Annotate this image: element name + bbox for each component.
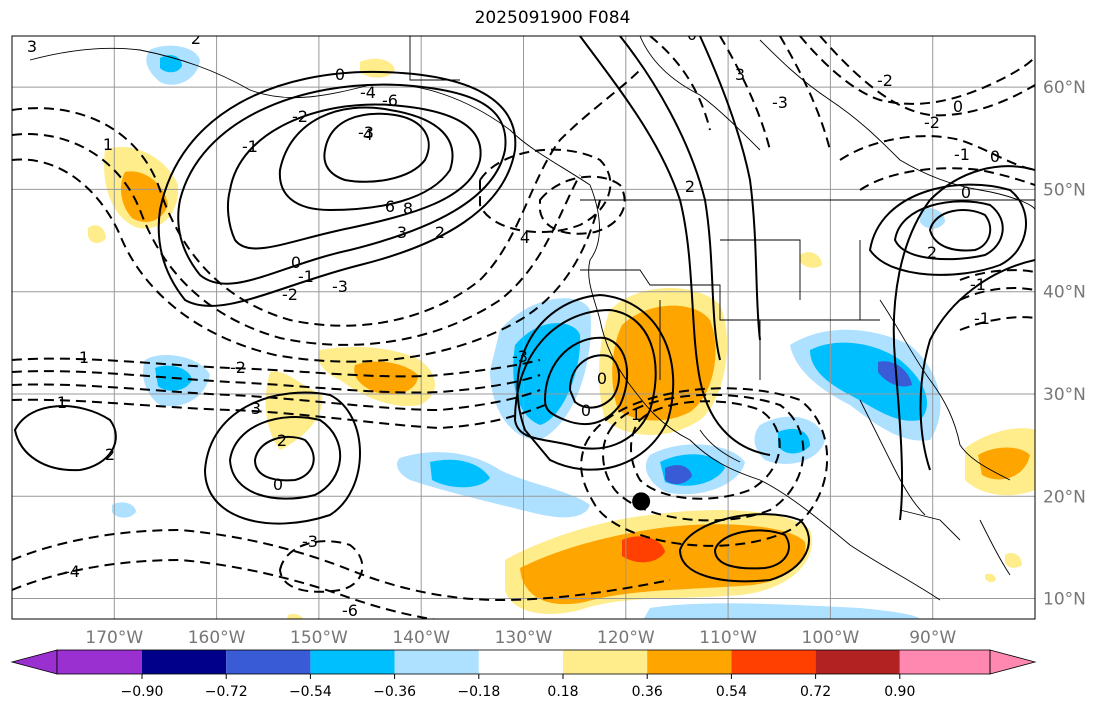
colorbar-tick-label: −0.18: [457, 684, 500, 700]
coastlines: [29, 36, 1035, 601]
latitude-tick-label: 60°N: [1043, 78, 1086, 98]
colorbar-swatch: [57, 650, 142, 674]
colorbar-tick-label: −0.54: [289, 684, 332, 700]
contour-label: -1: [974, 309, 990, 328]
contour-label: -3: [772, 93, 788, 112]
anomaly-shading: [88, 45, 1035, 619]
longitude-tick-label: 150°W: [290, 628, 348, 648]
contour-label: 1: [57, 393, 67, 412]
contour-label: 8: [403, 199, 413, 218]
contour-label: -6: [382, 91, 398, 110]
longitude-tick-label: 90°W: [909, 628, 956, 648]
contour-label: 4: [363, 125, 373, 144]
contour-label: 1: [631, 405, 641, 424]
colorbar-swatch: [142, 650, 227, 674]
colorbar-swatch: [394, 650, 479, 674]
contour-label: 0: [597, 369, 607, 388]
contour-label: -4: [64, 562, 80, 581]
contour-label: -2: [230, 358, 246, 377]
map-title: 2025091900 F084: [474, 8, 631, 28]
longitude-labels: 170°W 160°W 150°W 140°W 130°W 120°W 110°W 100°W…: [85, 628, 956, 648]
colorbar-swatch: [226, 650, 311, 674]
contour-label: -2: [282, 285, 298, 304]
latitude-tick-label: 10°N: [1043, 590, 1086, 610]
contour-label: 4: [520, 228, 530, 247]
latitude-tick-label: 50°N: [1043, 180, 1086, 200]
contour-label: -2: [292, 107, 308, 126]
contour-label: 1: [103, 135, 113, 154]
latitude-labels: 60°N 50°N 40°N 30°N 20°N 10°N: [1043, 78, 1086, 609]
contour-label: -1: [298, 267, 314, 286]
contour-label: 0: [990, 147, 1000, 166]
longitude-tick-label: 160°W: [188, 628, 246, 648]
contour-label: -1: [242, 137, 258, 156]
colorbar-tick-label: −0.72: [205, 684, 248, 700]
contour-label: -1: [970, 275, 986, 294]
colorbar-labels: −0.90 −0.72 −0.54 −0.36 −0.18 0.18 0.36 0.54 0.7…: [121, 674, 915, 700]
contour-label: -2: [924, 113, 940, 132]
colorbar-swatch: [815, 650, 900, 674]
contour-label: -6: [342, 601, 358, 620]
colorbar-swatch: [731, 650, 816, 674]
contour-label: 3: [397, 223, 407, 242]
contour-label: -2: [877, 71, 893, 90]
colorbar-tick-label: −0.90: [121, 684, 164, 700]
colorbar-tick-label: 0.36: [632, 684, 663, 700]
contour-label: 2: [191, 29, 201, 48]
location-marker: [632, 492, 651, 511]
contour-label: 0: [687, 25, 697, 44]
contour-label: 1: [79, 348, 89, 367]
contour-label: -3: [332, 277, 348, 296]
colorbar-tick-label: 0.72: [800, 684, 831, 700]
colorbar-extend-high: [989, 649, 1037, 675]
contour-labels: 3210-1-2-3-4-6468320-1-2-34203-3-20-2-10…: [27, 25, 1000, 620]
contour-label: 2: [105, 445, 115, 464]
colorbar: [10, 649, 1037, 675]
graticule-grid: [12, 36, 1035, 619]
contour-label: 0: [273, 475, 283, 494]
colorbar-swatch: [563, 650, 648, 674]
contour-label: 3: [27, 37, 37, 56]
contour-label: 2: [927, 243, 937, 262]
contour-label: 0: [953, 97, 963, 116]
contour-label: 2: [685, 177, 695, 196]
contour-label: 0: [291, 253, 301, 272]
longitude-tick-label: 170°W: [85, 628, 143, 648]
contour-label: -4: [360, 83, 376, 102]
colorbar-tick-label: 0.90: [884, 684, 915, 700]
contour-label: 3: [251, 399, 261, 418]
colorbar-tick-label: −0.36: [373, 684, 416, 700]
contour-label: 3: [735, 65, 745, 84]
longitude-tick-label: 100°W: [802, 628, 860, 648]
latitude-tick-label: 20°N: [1043, 487, 1086, 507]
contour-label: 0: [961, 183, 971, 202]
colorbar-extend-low: [10, 649, 58, 675]
contour-label: 2: [277, 431, 287, 450]
longitude-tick-label: 130°W: [495, 628, 553, 648]
colorbar-swatch: [899, 650, 990, 674]
colorbar-outline: [56, 649, 991, 675]
contour-label: -3: [358, 123, 374, 142]
contour-label: 2: [435, 223, 445, 242]
colorbar-tick-label: 0.18: [547, 684, 578, 700]
contour-label: -3: [512, 347, 528, 366]
colorbar-swatch: [478, 650, 563, 674]
contour-label: 0: [581, 401, 591, 420]
colorbar-swatch: [310, 650, 395, 674]
map-frame: [11, 35, 1036, 620]
longitude-tick-label: 120°W: [597, 628, 655, 648]
contour-label: -1: [954, 145, 970, 164]
contour-label: 6: [385, 197, 395, 216]
contour-label: -3: [302, 532, 318, 551]
colorbar-swatch: [647, 650, 732, 674]
longitude-tick-label: 110°W: [699, 628, 757, 648]
latitude-tick-label: 30°N: [1043, 385, 1086, 405]
longitude-tick-label: 140°W: [392, 628, 450, 648]
contour-lines: [12, 36, 1035, 619]
colorbar-tick-label: 0.54: [716, 684, 747, 700]
latitude-tick-label: 40°N: [1043, 283, 1086, 303]
contour-label: 0: [335, 65, 345, 84]
